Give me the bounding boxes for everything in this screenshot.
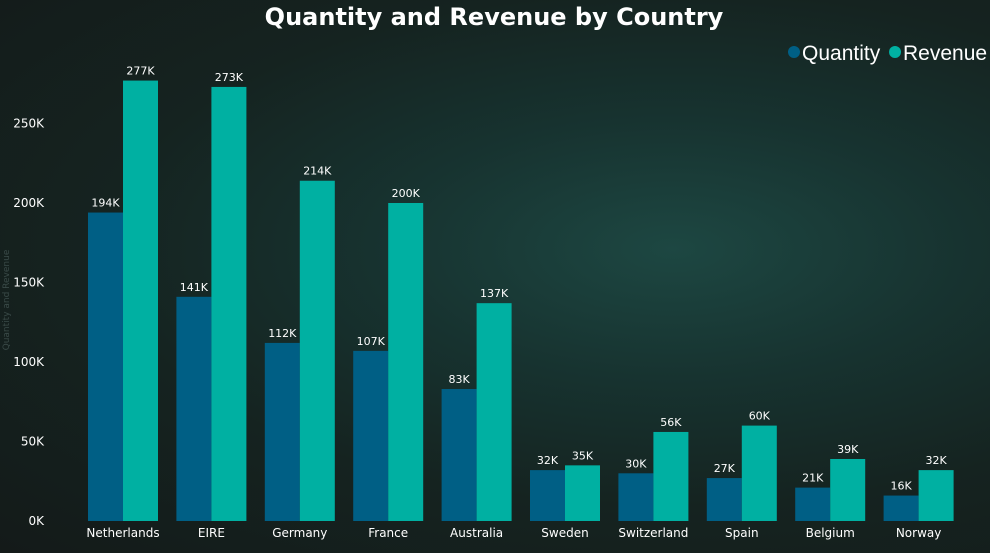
- x-tick-label: Switzerland: [618, 526, 688, 540]
- bar-quantity-spain[interactable]: [706, 478, 742, 521]
- bar-revenue-eire[interactable]: [211, 86, 247, 522]
- data-label-revenue: 60K: [749, 410, 771, 423]
- bar-quantity-belgium[interactable]: [795, 487, 831, 521]
- bar-revenue-france[interactable]: [388, 203, 424, 521]
- bar-quantity-australia[interactable]: [441, 389, 477, 521]
- data-label-quantity: 21K: [802, 472, 824, 485]
- bar-quantity-sweden[interactable]: [530, 470, 565, 521]
- bar-revenue-spain[interactable]: [741, 425, 777, 521]
- data-label-revenue: 137K: [480, 287, 509, 300]
- legend-label-quantity[interactable]: Quantity: [802, 42, 881, 65]
- data-label-quantity: 16K: [890, 480, 912, 493]
- bars: [88, 80, 954, 522]
- data-label-revenue: 273K: [215, 71, 244, 84]
- bar-quantity-norway[interactable]: [883, 495, 919, 521]
- data-label-revenue: 214K: [303, 165, 332, 178]
- data-label-quantity: 194K: [91, 197, 120, 210]
- bar-revenue-sweden[interactable]: [565, 465, 600, 521]
- bar-revenue-australia[interactable]: [476, 303, 512, 521]
- data-label-revenue: 35K: [572, 449, 594, 462]
- data-label-quantity: 30K: [625, 457, 647, 470]
- x-tick-label: France: [368, 526, 408, 540]
- x-tick-label: Belgium: [806, 526, 855, 540]
- x-tick-label: Spain: [725, 526, 759, 540]
- y-tick-label: 250K: [13, 117, 45, 131]
- bar-revenue-belgium[interactable]: [830, 458, 866, 521]
- data-label-revenue: 56K: [660, 416, 682, 429]
- data-label-quantity: 27K: [714, 462, 736, 475]
- data-label-revenue: 277K: [126, 65, 155, 78]
- data-label-revenue: 39K: [837, 443, 859, 456]
- bar-revenue-switzerland[interactable]: [653, 431, 689, 521]
- bar-revenue-netherlands[interactable]: [123, 80, 158, 521]
- data-label-quantity: 107K: [357, 335, 386, 348]
- x-axis-categories: Netherlands EIRE Germany France Australia Swe…: [86, 526, 941, 540]
- bar-quantity-germany[interactable]: [264, 342, 300, 521]
- bar-quantity-eire[interactable]: [176, 296, 212, 521]
- x-tick-label: Sweden: [541, 526, 588, 540]
- y-tick-label: 150K: [13, 276, 45, 290]
- bar-quantity-netherlands[interactable]: [88, 212, 123, 522]
- x-tick-label: Australia: [450, 526, 503, 540]
- chart-title: Quantity and Revenue by Country: [265, 3, 724, 31]
- y-axis-label: Quantity and Revenue: [2, 249, 12, 350]
- data-label-revenue: 200K: [392, 187, 421, 200]
- y-tick-label: 100K: [13, 355, 45, 369]
- y-tick-label: 200K: [13, 196, 45, 210]
- data-label-revenue: 32K: [925, 454, 947, 467]
- data-label-quantity: 141K: [180, 281, 209, 294]
- y-axis-ticks: 0K 50K 100K 150K 200K 250K: [13, 117, 45, 529]
- y-tick-label: 50K: [21, 435, 45, 449]
- legend-label-revenue[interactable]: Revenue: [903, 42, 987, 65]
- x-tick-label: Norway: [896, 526, 942, 540]
- data-label-quantity: 83K: [448, 373, 470, 386]
- data-label-quantity: 32K: [537, 454, 559, 467]
- bar-revenue-germany[interactable]: [299, 180, 335, 522]
- y-tick-label: 0K: [28, 514, 45, 528]
- x-tick-label: Germany: [272, 526, 327, 540]
- x-tick-label: EIRE: [198, 526, 225, 540]
- legend-marker-revenue: [889, 46, 901, 58]
- bar-quantity-france[interactable]: [353, 350, 389, 521]
- data-labels: 194K 277K 141K 273K 112K 214K 107K 200K 83K 137K 3…: [91, 65, 947, 493]
- x-tick-label: Netherlands: [86, 526, 159, 540]
- legend-marker-quantity: [788, 46, 800, 58]
- bar-revenue-norway[interactable]: [918, 470, 954, 521]
- data-label-quantity: 112K: [268, 327, 297, 340]
- legend[interactable]: Quantity Revenue: [788, 42, 987, 65]
- bar-quantity-switzerland[interactable]: [618, 473, 654, 521]
